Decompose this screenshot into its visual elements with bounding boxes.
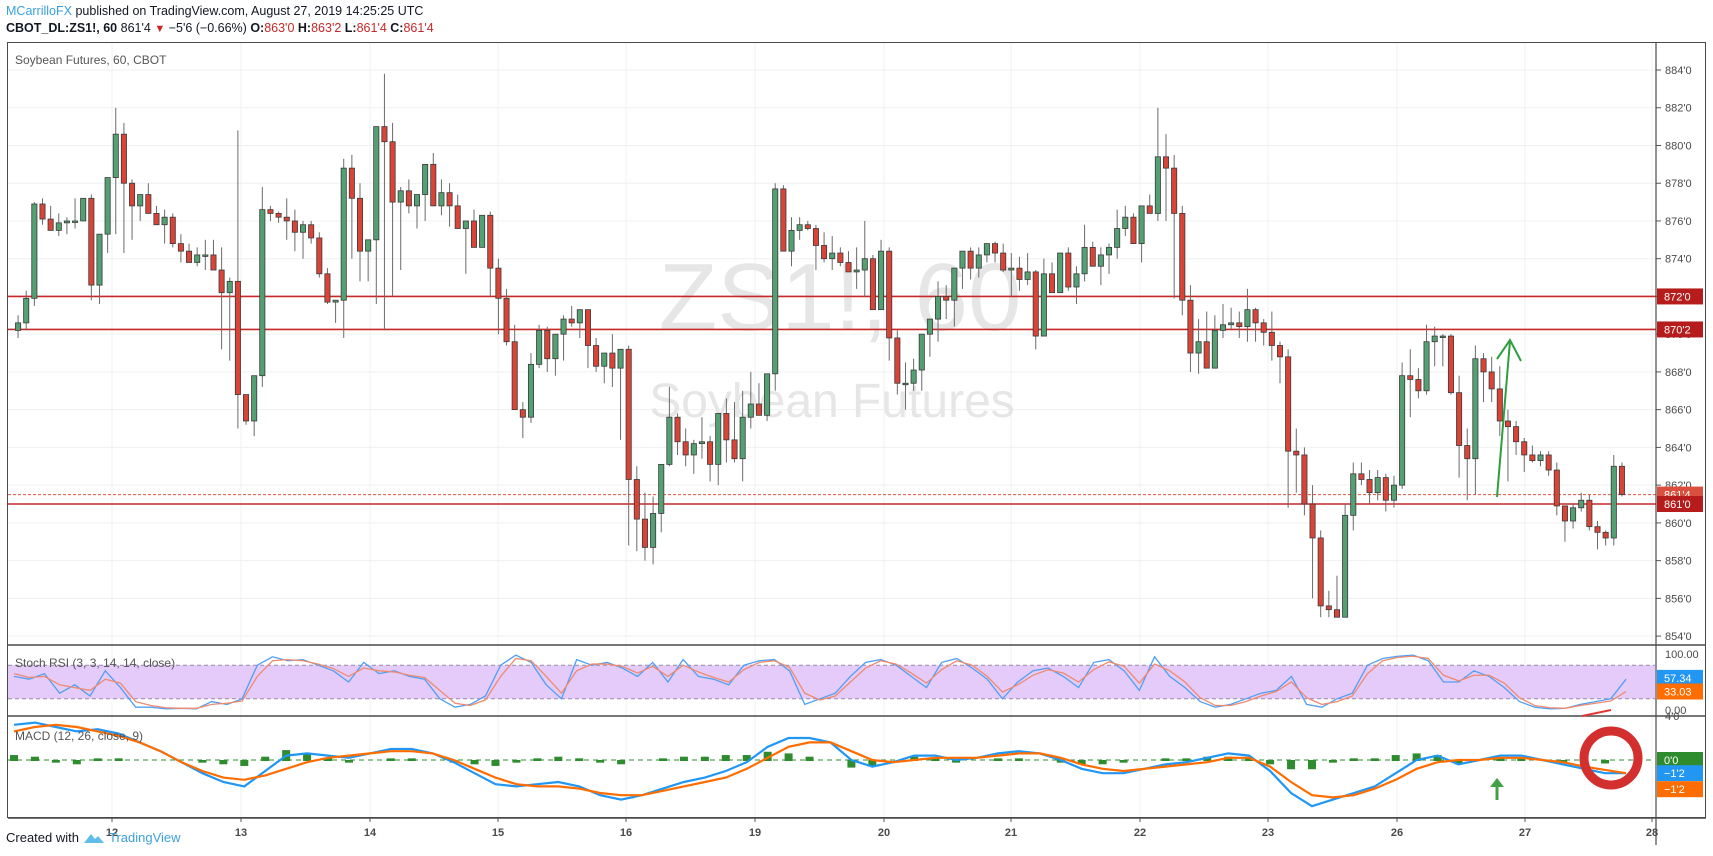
x-tick-label: 28 (1646, 827, 1658, 839)
y-tick-label: 868'0 (1665, 367, 1692, 379)
axes: 12 13 14 15 16 19 20 21 22 23 26 27 28 854'0 856'0 858'… (8, 43, 1706, 845)
price-change: −5'6 (−0.66%) (168, 21, 247, 35)
symbol-label: CBOT_DL:ZS1!, 60 (6, 21, 118, 35)
y-tick-label: 876'0 (1665, 216, 1692, 228)
y-tick-label: 864'0 (1665, 442, 1692, 454)
tradingview-link[interactable]: TradingView (108, 830, 181, 845)
y-tick-label: 880'0 (1665, 140, 1692, 152)
stoch-divergence-line (1581, 709, 1612, 717)
chart-frame (7, 42, 1706, 818)
macd-pane (8, 721, 1655, 808)
stoch-d-line (13, 655, 1627, 709)
publish-line: MCarrilloFX published on TradingView.com… (6, 4, 423, 18)
low-value: 861'4 (356, 21, 387, 35)
symbol-ohlc-line: CBOT_DL:ZS1!, 60 861'4 ▼ −5'6 (−0.66%) O… (6, 21, 434, 35)
x-tick-label: 22 (1134, 827, 1146, 839)
low-label: L: (344, 21, 357, 35)
y-tick-label: 854'0 (1665, 631, 1692, 643)
annotations[interactable] (1490, 338, 1643, 800)
svg-text:0.00: 0.00 (1665, 705, 1686, 717)
x-tick-label: 23 (1262, 827, 1274, 839)
x-tick-label: 12 (106, 827, 118, 839)
close-label: C: (390, 21, 404, 35)
svg-text:4'0: 4'0 (1665, 711, 1679, 723)
triangle-down-icon: ▼ (154, 23, 166, 35)
x-tick-label: 16 (620, 827, 632, 839)
svg-text:57.34: 57.34 (1664, 673, 1692, 685)
stoch-legend: Stoch RSI (3, 3, 14, 14, close) (15, 656, 175, 670)
y-tick-label: 860'0 (1665, 518, 1692, 530)
tradingview-logo-icon (83, 833, 104, 843)
green-arrow-drawing (1496, 340, 1511, 498)
x-tick-label: 14 (364, 827, 377, 839)
candlestick-series (15, 73, 1625, 618)
published-text: published on TradingView.com, August 27,… (75, 4, 424, 18)
macd-line (13, 721, 1626, 808)
y-tick-label: 882'0 (1665, 103, 1692, 115)
svg-text:870'2: 870'2 (1664, 324, 1691, 336)
x-tick-label: 13 (235, 827, 247, 839)
arrow-head-icon (1496, 338, 1522, 362)
x-tick-label: 19 (749, 827, 761, 839)
y-tick-label: 884'0 (1665, 65, 1692, 77)
y-tick-label: 856'0 (1665, 593, 1692, 605)
x-tick-label: 21 (1005, 827, 1017, 839)
pane-title: Soybean Futures, 60, CBOT (15, 53, 167, 67)
open-label: O: (250, 21, 265, 35)
green-up-arrow-icon (1490, 778, 1504, 800)
price-badge: 870'2 (1657, 321, 1703, 338)
created-with-text: Created with (6, 830, 79, 845)
svg-text:−1'2: −1'2 (1664, 784, 1685, 796)
svg-text:100.00: 100.00 (1665, 649, 1699, 661)
close-value: 861'4 (403, 21, 434, 35)
svg-text:−1'2: −1'2 (1664, 768, 1685, 780)
watermark-name: Soybean Futures (649, 375, 1015, 428)
macd-legend: MACD (12, 26, close, 9) (15, 729, 143, 743)
x-tick-label: 20 (878, 827, 890, 839)
y-tick-label: 878'0 (1665, 178, 1692, 190)
svg-text:861'0: 861'0 (1664, 499, 1691, 511)
high-value: 863'2 (311, 21, 342, 35)
price-badge: 872'0 (1657, 288, 1703, 305)
last-price: 861'4 (120, 21, 151, 35)
svg-text:0'0: 0'0 (1664, 755, 1678, 767)
high-label: H: (297, 21, 312, 35)
y-tick-label: 866'0 (1665, 405, 1692, 417)
horizontal-levels[interactable] (8, 295, 1656, 505)
red-circle-highlight (1579, 726, 1643, 790)
svg-text:33.03: 33.03 (1664, 687, 1692, 699)
author-link[interactable]: MCarrilloFX (6, 4, 72, 18)
price-badge: 861'0 (1657, 496, 1703, 513)
y-tick-label: 858'0 (1665, 556, 1692, 568)
y-tick-label: 874'0 (1665, 254, 1692, 266)
signal-line (13, 723, 1627, 799)
x-tick-label: 27 (1519, 827, 1531, 839)
svg-text:872'0: 872'0 (1664, 291, 1691, 303)
x-tick-label: 15 (492, 827, 504, 839)
stoch-rsi-pane (8, 654, 1655, 710)
footer: Created with TradingView (6, 830, 181, 845)
open-value: 863'0 (264, 21, 295, 35)
x-tick-label: 26 (1391, 827, 1403, 839)
